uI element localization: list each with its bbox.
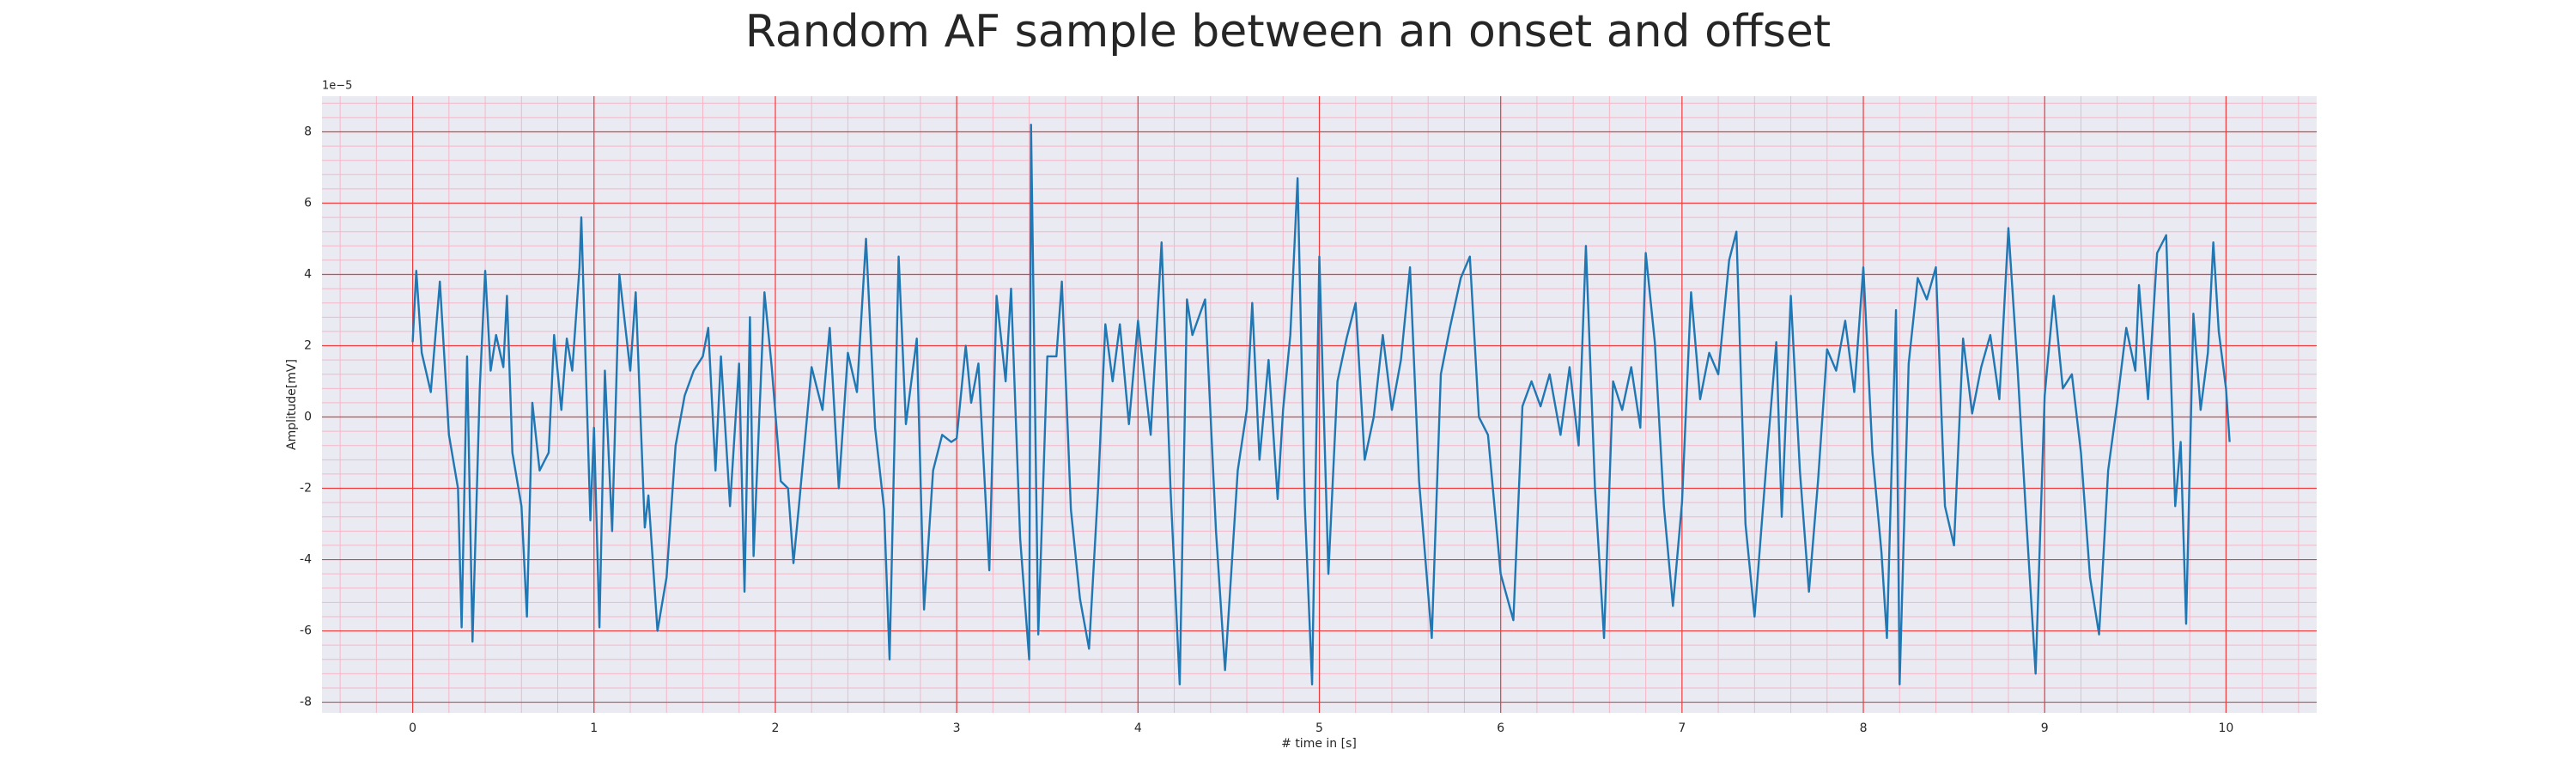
x-tick-label: 8 bbox=[1860, 721, 1868, 735]
y-tick-label: -6 bbox=[300, 624, 312, 638]
y-offset-text: 1e−5 bbox=[322, 80, 352, 93]
x-tick-label: 9 bbox=[2041, 721, 2049, 735]
y-axis-label: Amplitude[mV] bbox=[285, 359, 299, 450]
x-tick-label: 5 bbox=[1315, 721, 1323, 735]
data-line bbox=[411, 124, 2231, 685]
y-tick-label: 8 bbox=[304, 125, 312, 139]
chart-title: Random AF sample between an onset and of… bbox=[745, 6, 1831, 58]
x-tick-label: 6 bbox=[1497, 721, 1504, 735]
y-tick-label: 0 bbox=[304, 411, 312, 424]
y-tick-label: 6 bbox=[304, 197, 312, 210]
x-tick-label: 10 bbox=[2218, 721, 2233, 735]
y-tick-label: 4 bbox=[304, 268, 312, 282]
x-tick-label: 2 bbox=[771, 721, 779, 735]
y-tick-label: -2 bbox=[300, 482, 312, 496]
x-axis-label: # time in [s] bbox=[1281, 737, 1357, 751]
x-tick-label: 7 bbox=[1678, 721, 1686, 735]
y-tick-label: -4 bbox=[300, 553, 312, 567]
x-tick-label: 0 bbox=[409, 721, 416, 735]
y-tick-label: 2 bbox=[304, 339, 312, 353]
x-tick-label: 4 bbox=[1134, 721, 1142, 735]
y-tick-label: -8 bbox=[300, 696, 312, 709]
x-tick-label: 3 bbox=[953, 721, 961, 735]
x-tick-label: 1 bbox=[590, 721, 598, 735]
